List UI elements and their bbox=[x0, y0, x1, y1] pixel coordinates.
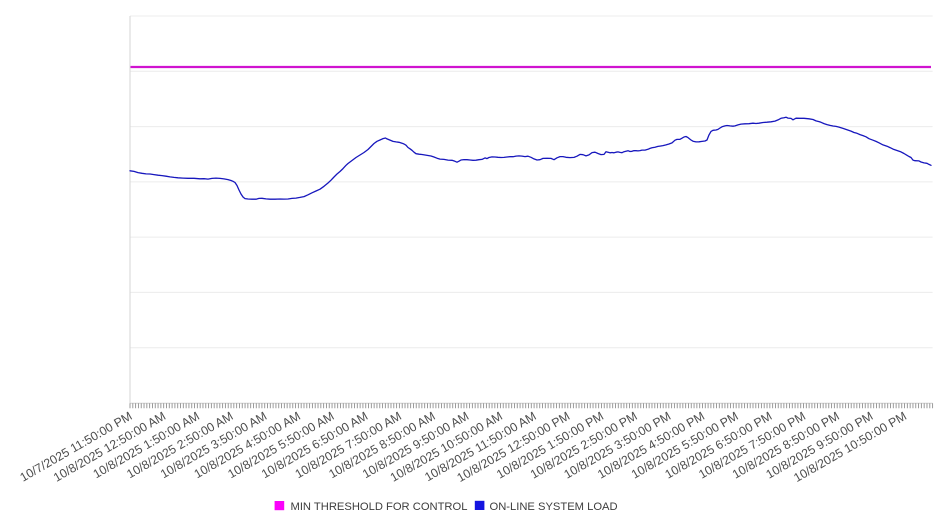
svg-text:MIN THRESHOLD FOR CONTROL: MIN THRESHOLD FOR CONTROL bbox=[291, 501, 468, 513]
svg-text:ON-LINE SYSTEM LOAD: ON-LINE SYSTEM LOAD bbox=[490, 501, 618, 513]
